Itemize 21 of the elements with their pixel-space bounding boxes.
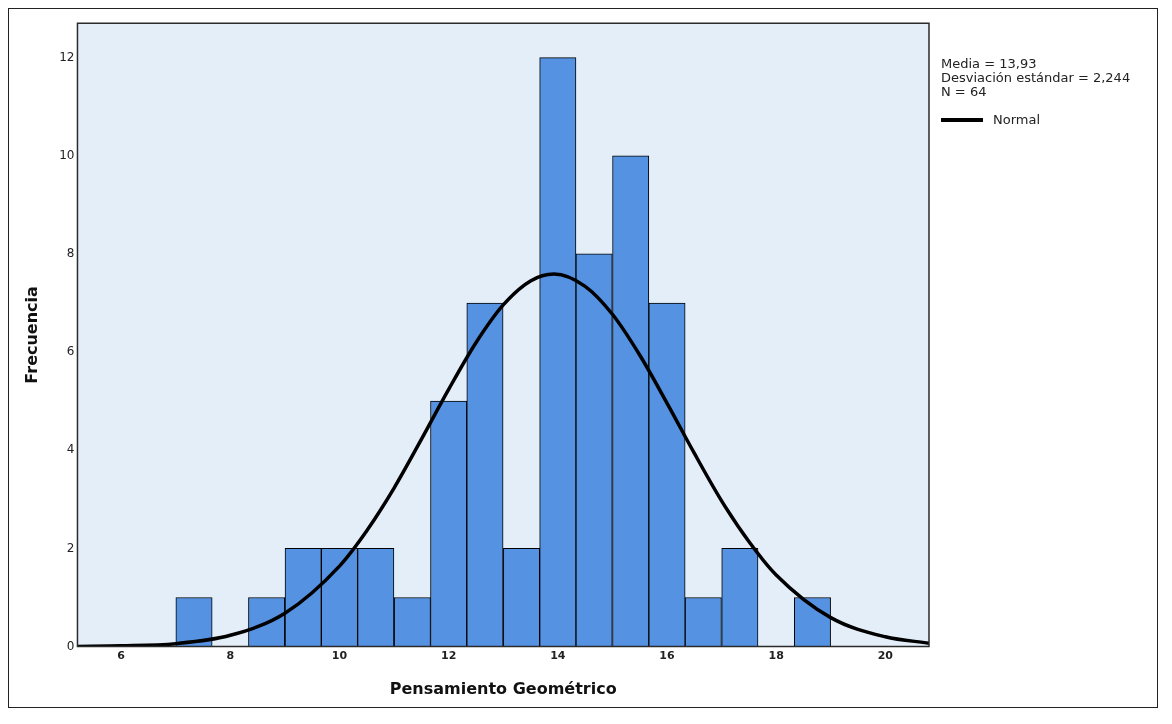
y-tick-label: 6: [66, 344, 75, 359]
y-tick-label: 4: [66, 442, 75, 457]
y-tick-label: 8: [66, 246, 75, 261]
x-tick-label: 14: [550, 649, 566, 663]
text: N = 64: [941, 84, 988, 99]
text: Media = 13,93: [941, 56, 1038, 71]
x-tick-label: 6: [117, 649, 126, 663]
y-axis-title: Frecuencia: [21, 286, 41, 384]
legend-label: Normal: [993, 112, 1041, 127]
x-tick-label: 10: [331, 649, 348, 663]
y-tick-label: 2: [66, 540, 75, 555]
y-tick-label: 12: [59, 49, 75, 64]
y-tick-label: 0: [66, 638, 75, 653]
text: Desviación estándar = 2,244: [941, 70, 1131, 85]
y-tick-label: 10: [59, 147, 75, 162]
x-tick-label: 16: [659, 649, 675, 663]
x-tick-label: 8: [226, 649, 235, 663]
x-tick-label: 18: [768, 649, 784, 663]
x-tick-label: 12: [440, 649, 457, 663]
x-axis-title: Pensamiento Geométrico: [389, 678, 617, 698]
x-tick-label: 20: [877, 649, 894, 663]
